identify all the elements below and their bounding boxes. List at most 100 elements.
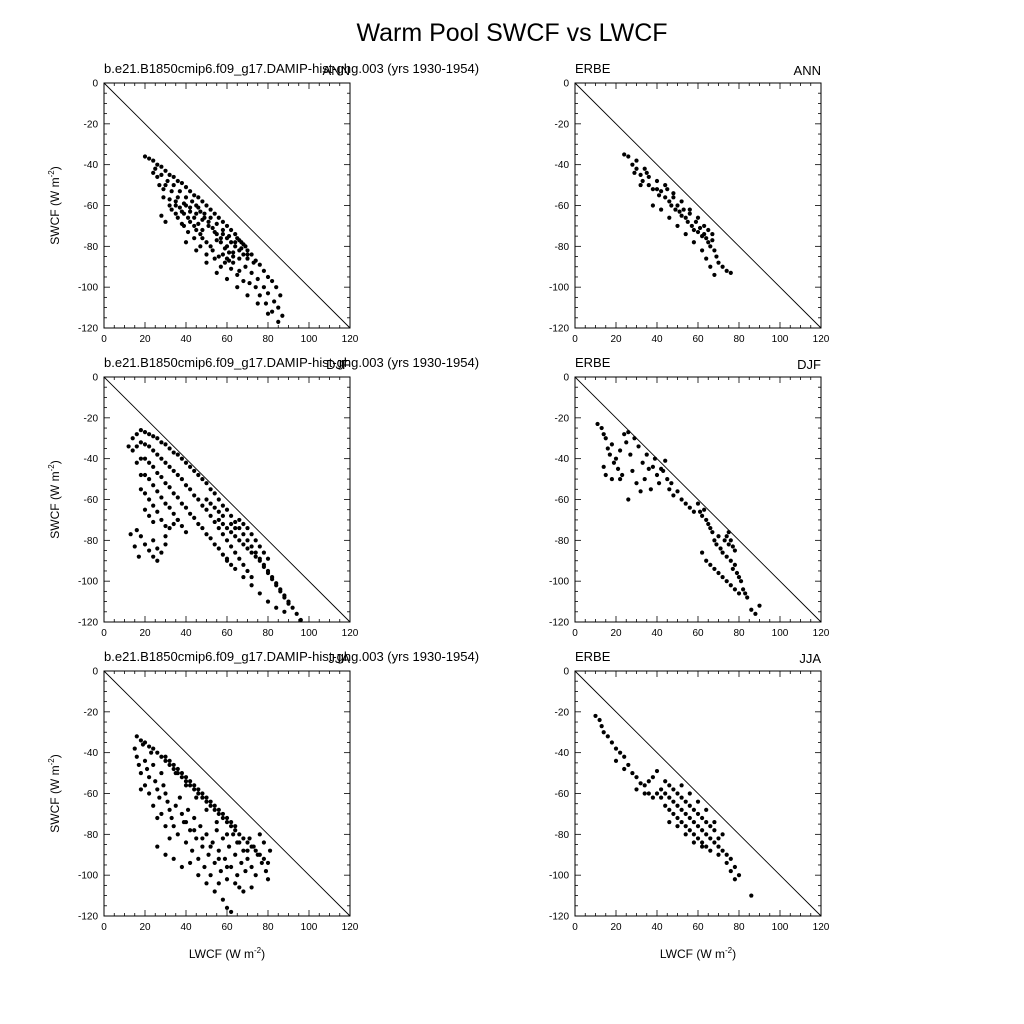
data-point xyxy=(245,546,250,551)
data-point xyxy=(605,446,610,451)
x-tick-label: 20 xyxy=(610,334,622,345)
data-point xyxy=(200,199,205,204)
data-point xyxy=(231,254,236,259)
data-point xyxy=(630,162,635,167)
data-point xyxy=(274,583,279,588)
x-tick-label: 60 xyxy=(692,628,704,639)
y-tick-label: -100 xyxy=(78,871,98,882)
data-point xyxy=(229,824,234,829)
data-point xyxy=(202,215,207,220)
data-point xyxy=(167,758,172,763)
data-point xyxy=(142,783,148,788)
data-point xyxy=(270,278,275,284)
data-point xyxy=(237,885,242,890)
data-point xyxy=(216,856,221,861)
data-point xyxy=(650,795,656,800)
data-point xyxy=(620,472,625,478)
data-point xyxy=(224,815,230,821)
y-tick-label: -120 xyxy=(549,912,569,923)
data-point xyxy=(298,617,303,623)
data-point xyxy=(216,811,221,817)
data-point xyxy=(276,319,281,324)
data-point xyxy=(245,252,250,257)
data-point xyxy=(167,762,172,768)
data-point xyxy=(634,166,639,171)
data-point xyxy=(683,231,688,237)
y-tick-label: -100 xyxy=(549,577,569,588)
data-point xyxy=(208,513,213,518)
data-point xyxy=(159,754,164,759)
data-point xyxy=(204,497,209,502)
data-point xyxy=(183,779,189,784)
data-point xyxy=(138,456,143,461)
data-point xyxy=(640,178,645,184)
data-point xyxy=(691,240,697,245)
data-point xyxy=(233,852,238,857)
data-point xyxy=(687,803,692,808)
data-point xyxy=(192,815,197,821)
panel-right-title: DJF xyxy=(797,357,821,372)
data-point xyxy=(677,209,682,214)
data-point xyxy=(216,848,221,853)
data-point xyxy=(237,840,242,845)
data-point xyxy=(175,472,180,478)
data-point xyxy=(169,189,174,194)
data-point xyxy=(134,754,139,759)
data-point xyxy=(261,840,266,845)
data-point xyxy=(196,787,201,792)
data-point xyxy=(689,223,694,229)
data-point xyxy=(695,836,701,841)
y-tick-label: 0 xyxy=(92,667,98,678)
y-tick-label: -80 xyxy=(555,830,570,841)
data-point xyxy=(220,513,225,518)
y-tick-label: -100 xyxy=(78,577,98,588)
data-point xyxy=(159,517,164,523)
reference-line xyxy=(574,376,822,623)
data-point xyxy=(685,219,690,224)
data-point xyxy=(188,828,193,833)
x-tick-label: 80 xyxy=(262,334,274,345)
y-tick-label: -20 xyxy=(84,707,99,718)
data-point xyxy=(142,430,148,435)
data-point xyxy=(263,868,269,874)
data-point xyxy=(716,844,721,849)
data-point xyxy=(675,489,680,494)
data-point xyxy=(222,260,228,265)
data-point xyxy=(597,717,602,723)
data-point xyxy=(667,795,672,800)
data-point xyxy=(138,738,143,743)
data-point xyxy=(691,509,697,514)
data-point xyxy=(265,291,271,296)
data-point xyxy=(286,601,291,606)
data-point xyxy=(204,481,209,486)
x-axis-label: LWCF (W m-2) xyxy=(660,946,736,961)
data-point xyxy=(732,877,738,882)
data-point xyxy=(218,240,223,245)
data-point xyxy=(151,434,156,439)
data-point xyxy=(753,611,758,616)
data-point xyxy=(231,250,236,255)
data-point xyxy=(650,464,656,469)
data-point xyxy=(200,795,205,800)
data-point xyxy=(179,476,184,482)
data-point xyxy=(683,811,688,817)
data-point xyxy=(183,195,189,200)
data-point xyxy=(638,489,643,494)
data-point xyxy=(218,236,223,241)
data-point xyxy=(179,770,184,776)
data-point xyxy=(204,203,209,208)
data-point xyxy=(167,172,172,177)
y-tick-label: 0 xyxy=(92,79,98,90)
data-point xyxy=(185,807,191,812)
data-point xyxy=(204,260,209,265)
data-point xyxy=(165,799,170,804)
data-point xyxy=(179,864,184,870)
data-point xyxy=(671,493,676,498)
data-point xyxy=(163,182,168,188)
data-point xyxy=(605,734,610,739)
data-point xyxy=(167,197,172,202)
data-point xyxy=(294,611,299,616)
data-point xyxy=(609,476,615,482)
x-tick-label: 20 xyxy=(139,628,151,639)
x-tick-label: 60 xyxy=(692,334,704,345)
